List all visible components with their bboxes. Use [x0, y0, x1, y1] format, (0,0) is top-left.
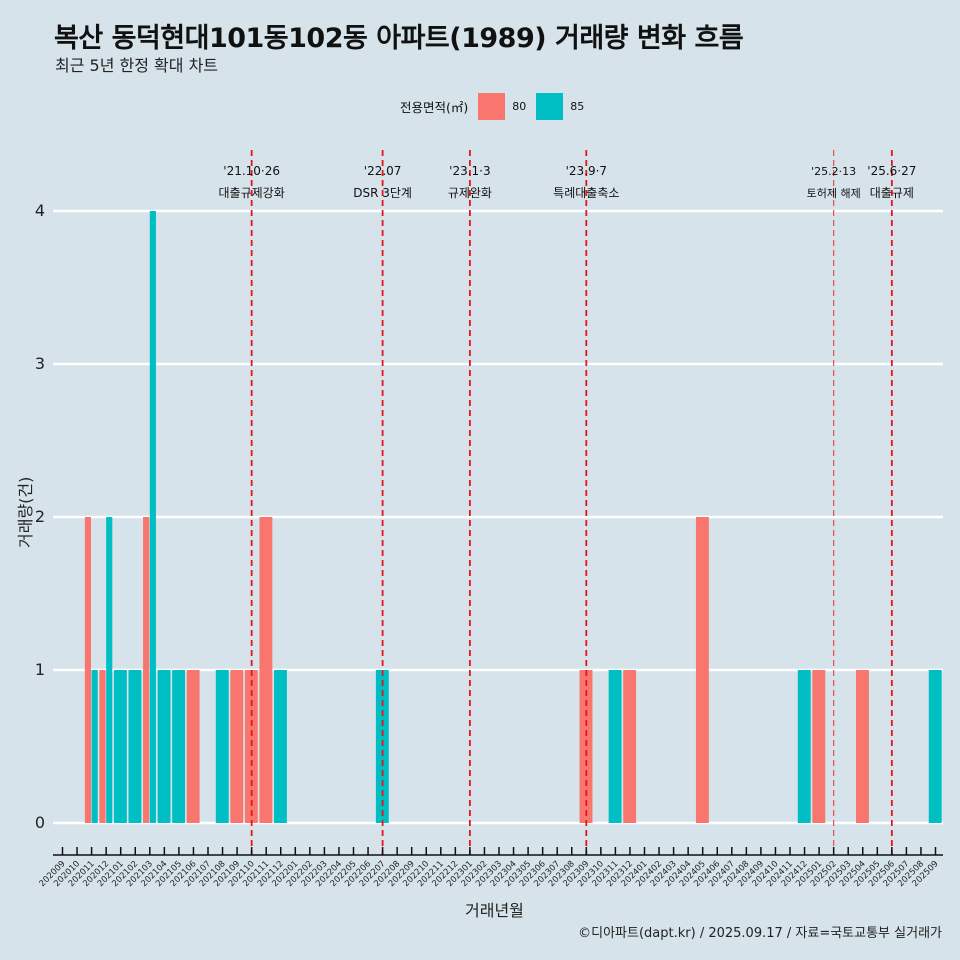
y-tick-label: 2 [35, 507, 45, 526]
bar-80-202110 [244, 670, 258, 823]
chart-subtitle: 최근 5년 한정 확대 차트 [55, 56, 219, 75]
bar-80-202109 [230, 670, 244, 823]
legend: 전용면적(㎡) 80 85 [400, 93, 594, 120]
legend-swatch-80 [478, 93, 506, 120]
bar-80-202103 [143, 517, 150, 823]
event-date-202506: '25.6·27 [867, 164, 916, 178]
bar-80-202309 [579, 670, 593, 823]
bar-85-202012 [106, 517, 113, 823]
chart-title: 복산 동덕현대101동102동 아파트(1989) 거래량 변화 흐름 [54, 23, 744, 54]
legend-title: 전용면적(㎡) [400, 100, 469, 115]
legend-label-80: 80 [512, 100, 527, 113]
y-tick-label: 4 [35, 201, 45, 220]
event-date-202301: '23.1·3 [449, 164, 490, 178]
bar-85-202101 [113, 670, 127, 823]
event-date-202502: '25.2·13 [811, 165, 856, 178]
bar-85-202105 [172, 670, 186, 823]
event-label-202110: 대출규제강화 [219, 186, 285, 200]
event-label-202309: 특례대출축소 [553, 186, 619, 200]
bar-85-202509 [928, 670, 942, 823]
bar-80-202012 [99, 670, 106, 823]
x-axis-title: 거래년월 [465, 901, 524, 920]
event-label-202502: 토허제 해제 [807, 186, 861, 200]
bar-85-202412 [797, 670, 811, 823]
bar-85-202011 [91, 670, 98, 823]
bar-80-202312 [623, 670, 637, 823]
bar-80-202405 [695, 517, 709, 823]
bar-80-202106 [186, 670, 200, 823]
bar-85-202207 [375, 670, 389, 823]
bar-85-202112 [274, 670, 287, 823]
bar-80-202011 [84, 517, 91, 823]
legend-swatch-85 [536, 93, 564, 120]
bar-80-202504 [856, 670, 869, 823]
event-date-202309: '23.9·7 [566, 164, 607, 178]
bar-85-202108 [215, 670, 229, 823]
event-label-202506: 대출규제 [870, 186, 914, 200]
y-tick-label: 3 [35, 354, 45, 373]
event-date-202207: '22.07 [364, 164, 402, 178]
event-label-202301: 규제완화 [448, 186, 492, 200]
event-label-202207: DSR 3단계 [353, 186, 412, 200]
event-date-202110: '21.10·26 [223, 164, 280, 178]
bar-80-202111 [259, 517, 273, 823]
y-tick-label: 1 [35, 660, 45, 679]
bar-85-202103 [149, 211, 156, 823]
bar-85-202102 [128, 670, 142, 823]
y-axis-title: 거래량(건) [16, 476, 35, 548]
bar-85-202311 [608, 670, 622, 823]
source-caption: ©디아파트(dapt.kr) / 2025.09.17 / 자료=국토교통부 실… [578, 926, 942, 941]
y-tick-label: 0 [35, 813, 45, 832]
legend-label-85: 85 [570, 100, 585, 113]
bar-80-202501 [812, 670, 826, 823]
bar-85-202104 [157, 670, 171, 823]
